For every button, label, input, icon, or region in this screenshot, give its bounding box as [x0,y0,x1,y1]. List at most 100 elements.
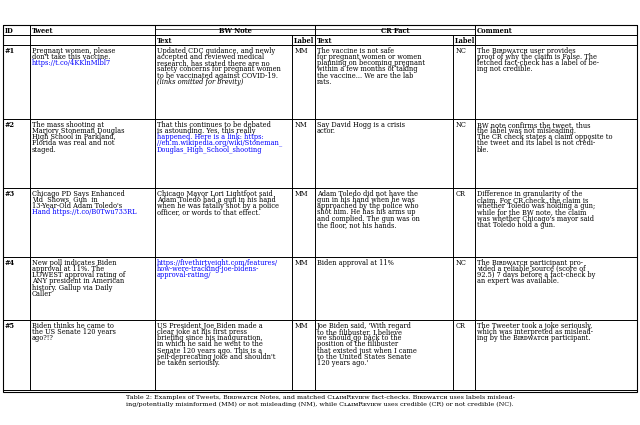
Text: and complied. The gun was on: and complied. The gun was on [317,215,420,223]
Text: position of the filibuster: position of the filibuster [317,340,398,348]
Text: NC: NC [456,259,467,267]
Text: the US Senate 120 years: the US Senate 120 years [32,328,116,336]
Text: Senate 120 years ago. This is a: Senate 120 years ago. This is a [157,347,262,354]
Text: for pregnant women or women: for pregnant women or women [317,53,422,61]
Text: an expert was available.: an expert was available. [477,278,559,286]
Text: ing not credible.: ing not credible. [477,65,532,74]
Text: CR: CR [456,190,466,198]
Text: #3: #3 [5,190,15,198]
Text: Chicago Mayor Lori Lightfoot said: Chicago Mayor Lori Lightfoot said [157,190,273,198]
Text: 120 years ago.': 120 years ago.' [317,359,368,367]
Text: the label was not misleading.: the label was not misleading. [477,127,576,135]
Text: Caller: Caller [32,290,52,298]
Text: 13-Year-Old Adam Toledo's: 13-Year-Old Adam Toledo's [32,202,122,210]
Text: self-deprecating joke and shouldn't: self-deprecating joke and shouldn't [157,353,275,361]
Text: NC: NC [456,121,467,129]
Text: The vaccine is not safe: The vaccine is not safe [317,47,394,55]
Text: actor.: actor. [317,127,336,135]
Text: Table 2: Examples of Tweets, Bɪʀᴅᴡᴀᴛᴄʜ Notes, and matched CʟᴀɪᴍRᴇᴠɪᴇᴡ fact-check: Table 2: Examples of Tweets, Bɪʀᴅᴡᴀᴛᴄʜ N… [125,395,515,400]
Text: NM: NM [295,121,308,129]
Text: https://fivethirtyeight.com/features/: https://fivethirtyeight.com/features/ [157,259,278,267]
Text: CR Fact: CR Fact [381,26,409,34]
Text: BW Note: BW Note [219,26,252,34]
Text: is astounding. Yes, this really: is astounding. Yes, this really [157,127,255,135]
Text: ing/potentially misinformed (MM) or not misleading (NM), while CʟᴀɪᴍRᴇᴠɪᴇᴡ uses : ing/potentially misinformed (MM) or not … [126,402,514,407]
Text: the tweet and its label is not credi-: the tweet and its label is not credi- [477,139,595,147]
Text: ago?!?: ago?!? [32,334,54,342]
Text: LOWEST approval rating of: LOWEST approval rating of [32,271,125,279]
Text: ANY president in American: ANY president in American [32,278,124,286]
Text: Biden thinks he came to: Biden thinks he came to [32,322,114,330]
Text: officer, or words to that effect.: officer, or words to that effect. [157,208,260,216]
Text: #5: #5 [5,322,15,330]
Text: Text: Text [317,37,333,45]
Text: Joe Biden said, 'With regard: Joe Biden said, 'With regard [317,322,412,330]
Text: gun in his hand when he was: gun in his hand when he was [317,196,415,204]
Text: research, has stated there are no: research, has stated there are no [157,59,269,67]
Text: CR: CR [456,322,466,330]
Text: Biden approval at 11%: Biden approval at 11% [317,259,394,267]
Text: BW note confirms the tweet, thus: BW note confirms the tweet, thus [477,121,591,129]
Text: which was interpreted as mislead-: which was interpreted as mislead- [477,328,593,336]
Text: Hand https://t.co/B0Twu733RL: Hand https://t.co/B0Twu733RL [32,208,136,216]
Text: we should go back to the: we should go back to the [317,334,401,342]
Text: 92.5) 7 days before a fact-check by: 92.5) 7 days before a fact-check by [477,271,595,279]
Text: approval-rating/: approval-rating/ [157,271,211,279]
Text: https://t.co/4KKlnMlbl7: https://t.co/4KKlnMlbl7 [32,59,111,67]
Text: accepted and reviewed medical: accepted and reviewed medical [157,53,264,61]
Text: to the United States Senate: to the United States Senate [317,353,411,361]
Text: ble.: ble. [477,146,490,153]
Text: approached by the police who: approached by the police who [317,202,419,210]
Text: don't take this vaccine.: don't take this vaccine. [32,53,110,61]
Text: That this continues to be debated: That this continues to be debated [157,121,271,129]
Text: Adam Toledo did not have the: Adam Toledo did not have the [317,190,418,198]
Text: US President Joe Biden made a: US President Joe Biden made a [157,322,263,330]
Text: Comment: Comment [477,26,513,34]
Text: MM: MM [295,259,308,267]
Bar [3,25,637,392]
Text: MM: MM [295,47,308,55]
Text: NC: NC [456,47,467,55]
Text: Label: Label [455,37,476,45]
Text: Difference in granularity of the: Difference in granularity of the [477,190,582,198]
Text: The Tweeter took a joke seriously,: The Tweeter took a joke seriously, [477,322,592,330]
Text: rats.: rats. [317,78,332,86]
Text: ing by the Bɪʀᴅᴡᴀᴛᴄʜ participant.: ing by the Bɪʀᴅᴡᴀᴛᴄʜ participant. [477,334,591,342]
Text: that Toledo hold a gun.: that Toledo hold a gun. [477,221,555,229]
Text: that existed just when I came: that existed just when I came [317,347,417,354]
Text: Pregnant women, please: Pregnant women, please [32,47,115,55]
Text: to the filibuster, I believe: to the filibuster, I believe [317,328,402,336]
Text: MM: MM [295,190,308,198]
Text: clear joke at his first press: clear joke at his first press [157,328,247,336]
Text: #2: #2 [5,121,15,129]
Text: fetched fact-check has a label of be-: fetched fact-check has a label of be- [477,59,599,67]
Text: Say David Hogg is a crisis: Say David Hogg is a crisis [317,121,405,129]
Text: Florida was real and not: Florida was real and not [32,139,115,147]
Text: #4: #4 [5,259,15,267]
Text: The CR check states a claim opposite to: The CR check states a claim opposite to [477,133,612,141]
Text: Updated CDC guidance, and newly: Updated CDC guidance, and newly [157,47,275,55]
Text: briefing since his inauguration,: briefing since his inauguration, [157,334,262,342]
Text: the vaccine... We are the lab: the vaccine... We are the lab [317,71,413,79]
Text: was whether Chicago's mayor said: was whether Chicago's mayor said [477,215,594,223]
Text: Vid  Shows  Gun  in: Vid Shows Gun in [32,196,98,204]
Text: //en.m.wikipedia.org/wiki/Stoneman_: //en.m.wikipedia.org/wiki/Stoneman_ [157,139,282,147]
Text: Adam Toledo had a gun in his hand: Adam Toledo had a gun in his hand [157,196,276,204]
Text: Text: Text [157,37,173,45]
Text: Marjory Stoneman Douglas: Marjory Stoneman Douglas [32,127,125,135]
Text: planning on becoming pregnant: planning on becoming pregnant [317,59,425,67]
Text: ID: ID [5,26,13,34]
Text: claim. For CR check, the claim is: claim. For CR check, the claim is [477,196,588,204]
Text: happened. Here is a link: https:: happened. Here is a link: https: [157,133,264,141]
Text: Chicago PD Says Enhanced: Chicago PD Says Enhanced [32,190,125,198]
Text: The Bɪʀᴅᴡᴀᴛᴄʜ user provides: The Bɪʀᴅᴡᴀᴛᴄʜ user provides [477,47,575,55]
Text: when he was fatally shot by a police: when he was fatally shot by a police [157,202,279,210]
Text: vided a reliable source (score of: vided a reliable source (score of [477,265,586,273]
Text: Tweet: Tweet [32,26,54,34]
Text: within a few months of taking: within a few months of taking [317,65,417,74]
Text: whether Toledo was holding a gun;: whether Toledo was holding a gun; [477,202,595,210]
Text: in which he said he went to the: in which he said he went to the [157,340,263,348]
Text: #1: #1 [5,47,15,55]
Text: The Bɪʀᴅᴡᴀᴛᴄʜ participant pro-: The Bɪʀᴅᴡᴀᴛᴄʜ participant pro- [477,259,583,267]
Text: staged.: staged. [32,146,57,153]
